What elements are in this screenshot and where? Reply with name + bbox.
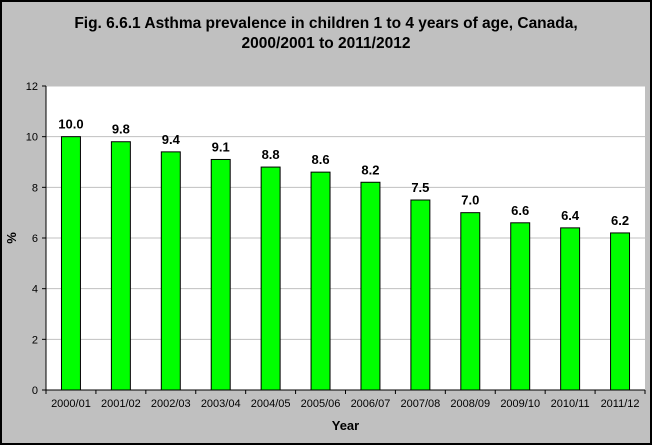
bar: [310, 171, 331, 391]
data-label: 8.6: [312, 152, 330, 167]
bar: [460, 212, 481, 391]
x-tick-label: 2011/12: [601, 398, 640, 410]
y-tick-label: 4: [32, 284, 38, 296]
bar: [610, 232, 631, 391]
data-label: 6.2: [611, 213, 629, 228]
y-tick-label: 10: [26, 132, 38, 144]
data-label: 10.0: [58, 117, 83, 132]
y-axis-title: %: [4, 232, 19, 244]
x-tick-label: 2000/01: [51, 398, 91, 410]
y-tick-label: 8: [32, 182, 38, 194]
data-label: 7.0: [461, 193, 479, 208]
x-tick-label: 2004/05: [251, 398, 291, 410]
x-axis-ticks: 2000/01 2001/02 2002/03 2003/04 2004/05 2005/…: [45, 390, 646, 410]
data-label: 8.2: [361, 162, 379, 177]
x-tick-label: 2001/02: [101, 398, 141, 410]
y-tick-label: 12: [26, 81, 38, 93]
x-tick-label: 2005/06: [301, 398, 341, 410]
x-tick-label: 2006/07: [351, 398, 391, 410]
y-tick-label: 2: [32, 334, 38, 346]
data-label: 9.4: [162, 132, 181, 147]
chart-title-line-1: Fig. 6.6.1 Asthma prevalence in children…: [74, 15, 578, 32]
data-label: 9.1: [212, 139, 230, 154]
data-label: 6.6: [511, 203, 529, 218]
bar: [510, 222, 531, 391]
chart-title-line-2: 2000/2001 to 2011/2012: [241, 35, 411, 52]
bar: [210, 158, 231, 391]
bar-series: [60, 136, 631, 391]
data-label: 9.8: [112, 122, 130, 137]
x-tick-label: 2010/11: [551, 398, 590, 410]
data-labels: 10.0 9.8 9.4 9.1 8.8 8.6 8.2 7.5 7.0 6.6 6.4 6.2: [58, 117, 629, 228]
data-label: 6.4: [561, 208, 580, 223]
x-tick-label: 2008/09: [450, 398, 490, 410]
bar: [110, 141, 131, 391]
x-tick-label: 2009/10: [500, 398, 540, 410]
data-label: 8.8: [262, 147, 280, 162]
x-tick-label: 2002/03: [151, 398, 191, 410]
y-axis-ticks: 0 2 4 6 8 10 12: [26, 81, 46, 397]
bar: [560, 227, 581, 391]
bar: [260, 166, 281, 391]
x-tick-label: 2007/08: [400, 398, 440, 410]
gridlines: [46, 85, 645, 340]
data-label: 7.5: [411, 180, 429, 195]
bar: [60, 136, 81, 391]
x-tick-label: 2003/04: [201, 398, 241, 410]
x-axis-title: Year: [332, 418, 359, 433]
bar: [360, 181, 381, 391]
chart-title: Fig. 6.6.1 Asthma prevalence in children…: [2, 14, 650, 54]
y-tick-label: 6: [32, 233, 38, 245]
bar: [160, 151, 181, 391]
y-tick-label: 0: [32, 385, 38, 397]
bar: [410, 199, 431, 391]
